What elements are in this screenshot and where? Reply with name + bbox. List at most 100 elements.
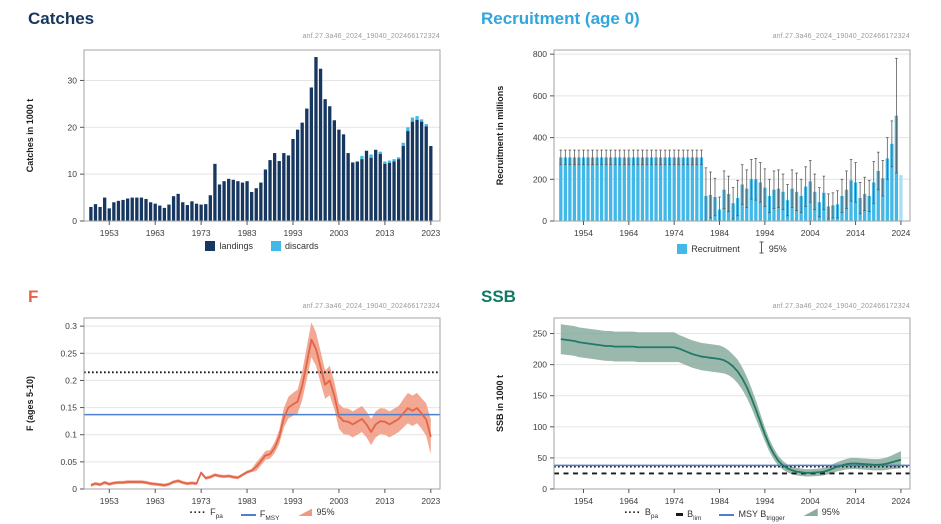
landings-bar [135, 197, 139, 221]
y-axis-title: Catches in 1000 t [25, 99, 35, 173]
y-tick-label: 0.25 [60, 348, 77, 358]
landings-bar [323, 99, 327, 221]
y-tick-label: 0 [72, 216, 77, 226]
square-swatch-icon [205, 241, 216, 251]
landings-bar [245, 181, 249, 221]
legend-item-fpa: ···· Fpa [190, 507, 223, 520]
landings-bar [171, 196, 176, 221]
recruitment-bar [627, 157, 631, 221]
y-tick-label: 0 [72, 484, 77, 494]
recruitment-bar [899, 175, 903, 221]
landings-bar [429, 146, 433, 221]
x-tick-label: 2024 [891, 228, 910, 238]
dash-swatch-icon [676, 513, 684, 517]
landings-bar [309, 87, 314, 221]
recruitment-bar [604, 157, 608, 221]
recruitment-bar [577, 157, 581, 221]
landings-bar [410, 121, 415, 221]
x-tick-label: 2013 [375, 496, 394, 506]
landings-bar [378, 154, 382, 221]
legend-label: MSY Btrigger [738, 508, 785, 522]
landings-bar [282, 153, 286, 221]
landings-bar [190, 201, 194, 221]
landings-bar [351, 162, 355, 221]
landings-bar [194, 203, 199, 221]
recruitment-bar [618, 157, 622, 221]
landings-bar [158, 205, 162, 221]
landings-bar [374, 149, 378, 221]
plot-frame [83, 49, 441, 222]
x-tick-label: 1963 [146, 228, 165, 238]
catches-chart: 0 10 20 30 1953 1963 1973 1983 1993 2003 2013 2023 C… [25, 49, 441, 238]
landings-bar [401, 146, 405, 221]
landings-bar [112, 202, 116, 221]
dotted-swatch-icon: ···· [624, 507, 641, 520]
landings-bar [300, 122, 304, 221]
recruitment-bar [590, 157, 595, 221]
recruitment-bar [690, 157, 694, 221]
recruitment-bar [881, 178, 885, 221]
y-tick-label: 600 [533, 91, 547, 101]
y-tick-label: 10 [68, 169, 78, 179]
recruitment-bar [599, 157, 604, 221]
recruitment-bar [654, 157, 658, 221]
recruitment-bar [581, 157, 586, 221]
discards-bar [415, 116, 419, 120]
landings-bar [176, 193, 180, 221]
x-tick-label: 1974 [665, 496, 684, 506]
recruitment-bar [677, 157, 681, 221]
landings-bar [231, 179, 235, 221]
landings-bar [419, 121, 424, 221]
x-tick-label: 1993 [284, 228, 303, 238]
recruitment-bar [885, 158, 889, 221]
landings-bar [254, 188, 258, 221]
recruitment-chart: 0 200 400 600 800 1954 1964 1974 1984 1994 2004 201… [495, 49, 911, 238]
discards-bar [383, 161, 387, 164]
discards-bar [397, 157, 401, 160]
landings-bar [424, 126, 428, 221]
legend-item-blim: Blim [676, 509, 701, 521]
landings-bar [236, 181, 240, 221]
line-swatch-icon [719, 513, 735, 517]
x-tick-label: 2004 [801, 228, 820, 238]
legend-label: 95% [821, 507, 840, 518]
landings-bar [341, 134, 346, 221]
legend-label: Fpa [210, 507, 223, 520]
plot-frame [83, 317, 441, 490]
landings-bar [185, 205, 189, 221]
y-axis-title: SSB in 1000 t [495, 375, 505, 432]
landings-bar [153, 203, 157, 221]
x-tick-label: 1964 [619, 496, 638, 506]
recruitment-legend: Recruitment 95% [554, 241, 910, 256]
landings-bar [415, 119, 419, 221]
recruitment-bar [568, 157, 572, 221]
recruitment-bar [686, 157, 690, 221]
landings-bar [217, 184, 222, 221]
discards-bar [387, 160, 392, 163]
f-title: F [28, 287, 39, 306]
legend-label: landings [219, 241, 253, 251]
y-axis-title: F (ages 5-10) [25, 376, 35, 431]
landings-bar [272, 153, 277, 221]
landings-bar [222, 181, 226, 221]
x-tick-label: 1994 [755, 496, 774, 506]
recruitment-bar [572, 157, 577, 221]
legend-item-fmsy: FMSY [240, 509, 279, 522]
recruitment-bar [749, 179, 753, 221]
ssb-chart: 0 50 100 150 200 250 1954 1964 1974 1984 1994 2004 2… [495, 317, 911, 506]
landings-bar [392, 161, 396, 221]
landings-bar [121, 199, 125, 221]
legend-item-95%: 95% [802, 507, 840, 518]
recruitment-bar [645, 157, 649, 221]
landings-bar [167, 204, 171, 221]
catches-title: Catches [28, 9, 95, 28]
y-tick-label: 150 [533, 391, 547, 401]
x-tick-label: 1973 [192, 228, 211, 238]
panel-ssb: SSB anf.27.3a46_2024_19040_202466172324 … [470, 262, 941, 524]
x-tick-label: 2024 [891, 496, 910, 506]
x-tick-label: 1974 [665, 228, 684, 238]
landings-bar [125, 198, 130, 221]
dotted-swatch-icon: ···· [189, 507, 207, 520]
landings-bar [162, 207, 167, 221]
